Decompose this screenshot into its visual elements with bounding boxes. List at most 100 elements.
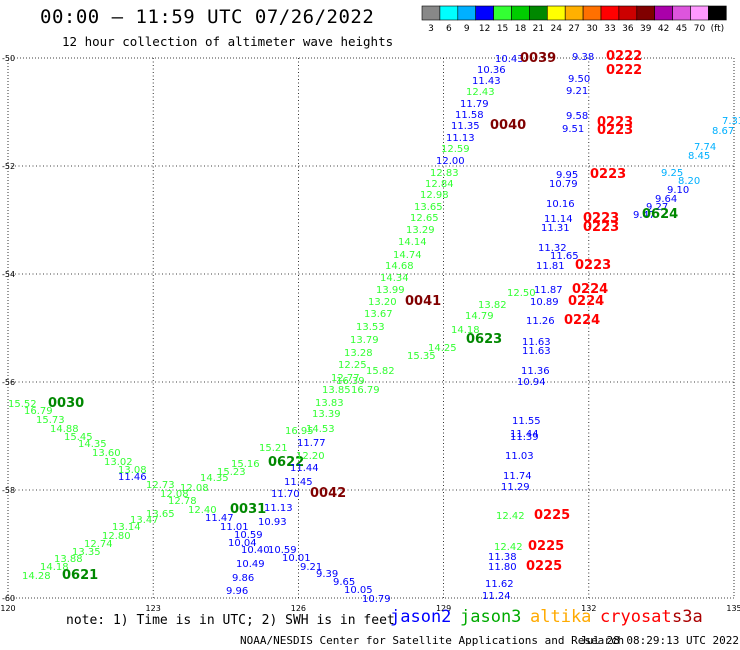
wave-height-label: 12.00 [436, 156, 465, 167]
pass-time-label: 0224 [572, 282, 608, 297]
scale-label: 39 [640, 24, 652, 34]
wave-height-label: 14.74 [393, 250, 422, 261]
scale-label: 9 [464, 24, 470, 34]
wave-height-label: 13.35 [72, 547, 101, 558]
wave-height-label: 11.01 [220, 522, 249, 533]
wave-height-label: 9.27 [646, 202, 668, 213]
wave-height-label: 9.47 [633, 210, 655, 221]
wave-height-label: 14.25 [428, 343, 457, 354]
wave-height-label: 9.86 [232, 573, 254, 584]
footer-generated-time: Jul 28 08:29:13 UTC 2022 [580, 634, 739, 647]
pass-time-label: 0624 [642, 207, 678, 222]
footer-credit: NOAA/NESDIS Center for Satellite Applica… [240, 634, 625, 647]
wave-height-label: 16.79 [351, 385, 380, 396]
pass-time-label: 0621 [62, 568, 98, 583]
scale-swatch [708, 5, 727, 21]
wave-height-label: 10.93 [258, 517, 287, 528]
wave-height-label: 13.29 [406, 225, 435, 236]
wave-height-label: 9.65 [333, 577, 355, 588]
wave-height-label: 10.36 [477, 65, 506, 76]
wave-height-label: 12.40 [188, 505, 217, 516]
scale-label: 30 [586, 24, 598, 34]
pass-time-label: 0225 [526, 559, 562, 574]
wave-height-label: 13.65 [146, 509, 175, 520]
wave-height-label: 11.74 [503, 471, 532, 482]
wave-height-label: 8.67 [712, 126, 734, 137]
wave-height-label: 13.88 [54, 554, 83, 565]
lon-tick-label: 120 [0, 604, 15, 613]
scale-label: 27 [568, 24, 579, 34]
pass-time-label: 0039 [520, 51, 556, 66]
wave-height-label: 14.88 [50, 424, 79, 435]
pass-time-label: 0042 [310, 486, 346, 501]
wave-height-label: 11.55 [512, 416, 541, 427]
scale-label: 21 [533, 24, 544, 34]
lon-tick-label: 132 [581, 604, 596, 613]
wave-height-label: 7.74 [694, 142, 716, 153]
pass-time-label: 0223 [597, 123, 633, 138]
wave-height-label: 9.39 [316, 569, 338, 580]
wave-height-label: 11.14 [544, 214, 573, 225]
wave-height-label: 14.34 [380, 273, 409, 284]
wave-height-label: 13.20 [368, 297, 397, 308]
pass-time-label: 0223 [583, 220, 619, 235]
wave-height-label: 9.58 [566, 111, 588, 122]
wave-height-label: 9.96 [226, 586, 248, 597]
wave-height-label: 10.40 [241, 545, 270, 556]
wave-height-label: 11.47 [205, 513, 234, 524]
wave-height-label: 11.46 [118, 472, 147, 483]
wave-height-label: 11.36 [521, 366, 550, 377]
wave-height-label: 15.21 [259, 443, 288, 454]
wave-height-label: 11.13 [264, 503, 293, 514]
pass-time-label: 0623 [466, 332, 502, 347]
pass-time-label: 0031 [230, 502, 266, 517]
footer-note: note: 1) Time is in UTC; 2) SWH is in fe… [66, 613, 395, 628]
wave-height-label: 11.65 [550, 251, 579, 262]
wave-height-label: 11.77 [297, 438, 326, 449]
wave-height-label: 11.03 [505, 451, 534, 462]
wave-height-label: 10.59 [234, 530, 263, 541]
scale-label: 70 [694, 24, 706, 34]
wave-height-label: 10.43 [495, 54, 524, 65]
wave-height-label: 12.20 [296, 451, 325, 462]
wave-height-label: 10.49 [236, 559, 265, 570]
wave-height-label: 14.28 [22, 571, 51, 582]
wave-height-label: 12.50 [507, 288, 536, 299]
wave-height-label: 8.20 [678, 176, 700, 187]
wave-height-label: 11.24 [482, 591, 511, 602]
wave-height-label: 8.45 [688, 151, 710, 162]
wave-height-label: 13.67 [364, 309, 393, 320]
wave-height-label: 12.83 [430, 168, 459, 179]
wave-height-label: 12.80 [102, 531, 131, 542]
wave-height-label: 7.33 [722, 116, 740, 127]
satellite-altika: altika [530, 607, 592, 627]
wave-height-label: 12.65 [410, 213, 439, 224]
wave-height-label: 12.77 [331, 373, 360, 384]
wave-height-label: 11.63 [522, 337, 551, 348]
pass-time-label: 0222 [606, 49, 642, 64]
wave-height-label: 10.04 [228, 538, 257, 549]
wave-height-label: 13.14 [112, 522, 141, 533]
wave-height-label: 10.94 [517, 377, 546, 388]
lat-tick-label: -54 [2, 270, 15, 279]
lat-tick-label: -60 [2, 594, 15, 603]
wave-height-label: 11.44 [290, 463, 319, 474]
wave-height-label: 10.05 [344, 585, 373, 596]
wave-height-label: 14.79 [465, 311, 494, 322]
wave-height-label: 15.82 [366, 366, 395, 377]
wave-height-label: 15.73 [36, 415, 65, 426]
wave-height-label: 11.38 [488, 552, 517, 563]
lon-tick-label: 129 [436, 604, 451, 613]
scale-label: 12 [479, 24, 490, 34]
wave-height-label: 12.42 [494, 542, 523, 553]
pass-time-label: 0224 [564, 313, 600, 328]
wave-height-label: 9.95 [556, 170, 578, 181]
wave-height-label: 12.08 [180, 483, 209, 494]
lat-tick-label: -50 [2, 54, 15, 63]
wave-height-label: 12.43 [466, 87, 495, 98]
lat-tick-label: -56 [2, 378, 15, 387]
wave-height-label: 11.44 [510, 429, 539, 440]
pass-time-label: 0223 [590, 167, 626, 182]
